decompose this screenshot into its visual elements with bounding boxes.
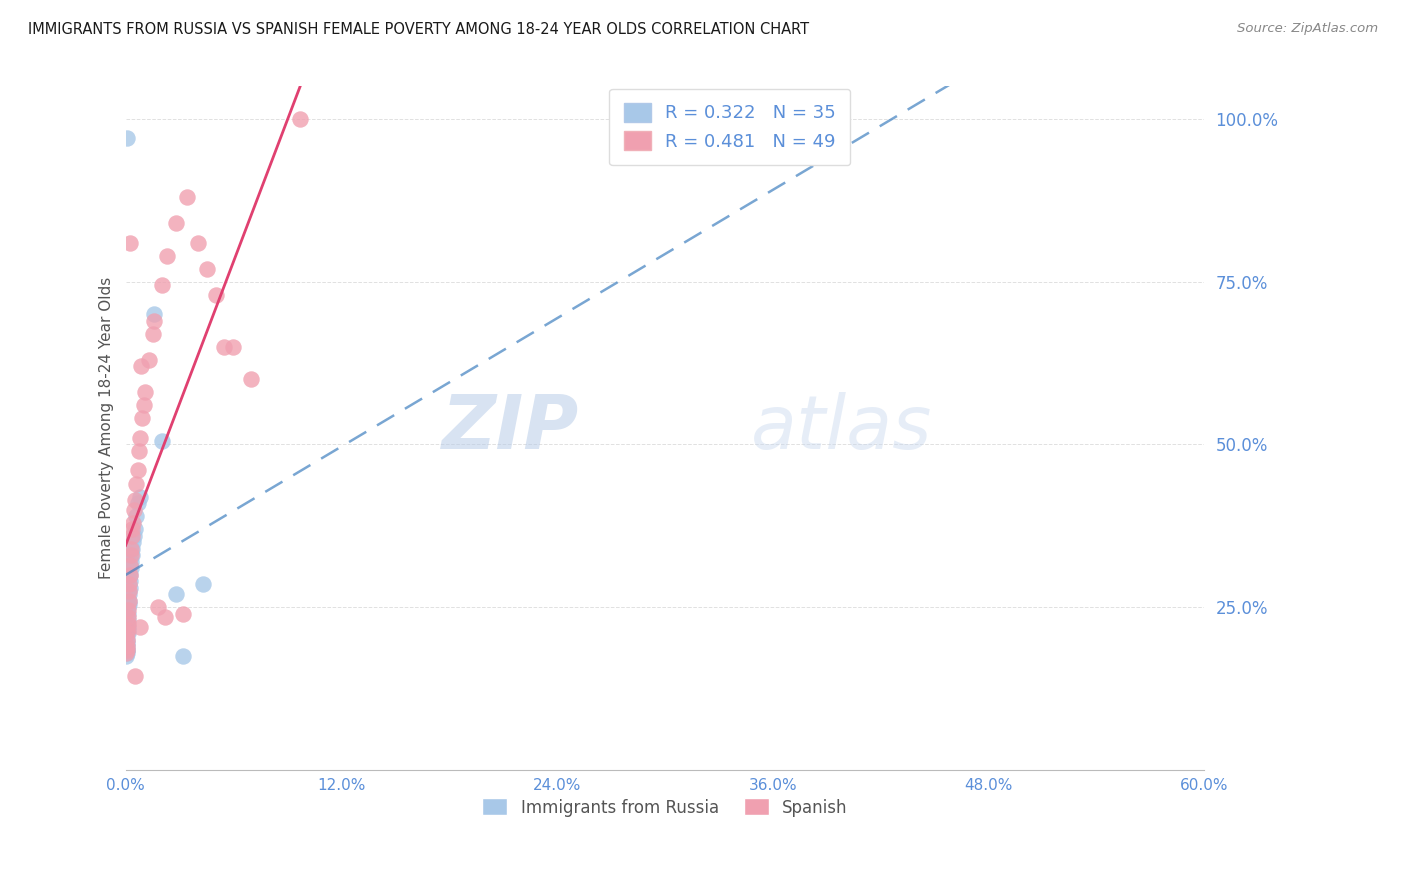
Point (117, 607, 139, 621)
Point (150, 434, 173, 449)
Point (118, 593, 141, 607)
Point (117, 623, 139, 637)
Point (128, 444, 150, 458)
Point (138, 352, 160, 367)
Point (186, 235, 208, 250)
Point (115, 646, 138, 660)
Point (125, 509, 148, 524)
Point (195, 261, 218, 276)
Point (120, 555, 142, 569)
Text: ZIP: ZIP (441, 392, 579, 465)
Point (121, 528, 143, 542)
Point (121, 522, 143, 536)
Point (115, 642, 138, 657)
Point (115, 648, 138, 663)
Point (117, 642, 139, 657)
Point (127, 496, 149, 510)
Point (191, 577, 214, 591)
Point (121, 548, 143, 562)
Point (120, 548, 142, 562)
Point (115, 646, 138, 660)
Point (117, 623, 139, 637)
Point (120, 567, 142, 582)
Point (122, 502, 145, 516)
Point (204, 287, 226, 301)
Point (143, 307, 166, 321)
Point (132, 398, 155, 412)
Point (117, 620, 139, 634)
Point (288, 112, 311, 126)
Point (124, 492, 146, 507)
Point (118, 577, 141, 591)
Point (115, 640, 138, 654)
Point (125, 476, 148, 491)
Point (120, 558, 142, 572)
Point (165, 587, 187, 601)
Point (115, 640, 138, 654)
Point (172, 607, 194, 621)
Point (165, 216, 187, 230)
Text: Source: ZipAtlas.com: Source: ZipAtlas.com (1237, 22, 1378, 36)
Point (117, 616, 139, 631)
Point (118, 593, 141, 607)
Point (118, 581, 141, 595)
Point (146, 600, 169, 615)
Point (214, 340, 236, 354)
Point (115, 642, 138, 657)
Point (120, 235, 142, 250)
Point (117, 626, 139, 640)
Point (124, 668, 146, 682)
Point (222, 340, 245, 354)
Point (115, 636, 138, 650)
Point (117, 603, 139, 617)
Point (121, 516, 143, 530)
Point (124, 522, 146, 536)
Text: atlas: atlas (751, 392, 932, 464)
Point (129, 359, 152, 374)
Point (117, 613, 139, 627)
Point (150, 277, 173, 292)
Point (176, 190, 198, 204)
Point (115, 131, 138, 145)
Point (129, 620, 152, 634)
Point (115, 632, 138, 647)
Point (240, 372, 263, 386)
Legend: Immigrants from Russia, Spanish: Immigrants from Russia, Spanish (475, 792, 855, 823)
Point (117, 632, 139, 647)
Point (120, 561, 142, 575)
Point (118, 597, 141, 611)
Point (117, 610, 139, 624)
Point (118, 574, 141, 589)
Point (142, 326, 165, 341)
Text: IMMIGRANTS FROM RUSSIA VS SPANISH FEMALE POVERTY AMONG 18-24 YEAR OLDS CORRELATI: IMMIGRANTS FROM RUSSIA VS SPANISH FEMALE… (28, 22, 810, 37)
Y-axis label: Female Poverty Among 18-24 Year Olds: Female Poverty Among 18-24 Year Olds (100, 277, 114, 579)
Point (172, 648, 194, 663)
Point (134, 385, 156, 400)
Point (120, 541, 142, 556)
Point (129, 490, 152, 504)
Point (117, 600, 139, 615)
Point (131, 411, 153, 425)
Point (115, 626, 138, 640)
Point (122, 528, 145, 542)
Point (118, 583, 141, 598)
Point (121, 541, 143, 556)
Point (118, 587, 141, 601)
Point (153, 610, 176, 624)
Point (143, 314, 166, 328)
Point (156, 249, 179, 263)
Point (118, 567, 141, 582)
Point (127, 463, 149, 477)
Point (129, 431, 152, 445)
Point (121, 535, 143, 549)
